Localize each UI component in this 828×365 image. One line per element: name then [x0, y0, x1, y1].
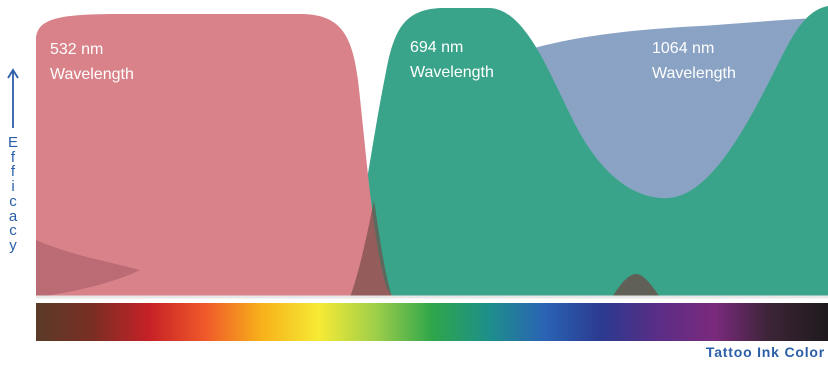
- area-532nm: [36, 14, 398, 297]
- series-694nm-label-line1: 694 nm: [410, 39, 463, 56]
- area-694nm: [346, 6, 828, 297]
- series-1064nm-label-line2: Wavelength: [652, 65, 736, 82]
- y-axis-label-letter: y: [9, 236, 17, 254]
- series-1064nm-label-line1: 1064 nm: [652, 40, 714, 57]
- x-axis-label: Tattoo Ink Color: [706, 344, 825, 360]
- y-axis-label-letter: a: [8, 207, 18, 225]
- series-694nm-area: [346, 6, 828, 297]
- series-532nm-label-line1: 532 nm: [50, 41, 103, 58]
- series-694nm-label-line2: Wavelength: [410, 64, 494, 81]
- series-532nm-label-line2: Wavelength: [50, 66, 134, 83]
- overlap-mark-2: [612, 274, 660, 297]
- y-axis-label-letter: c: [9, 222, 17, 240]
- y-axis-label-letter: i: [11, 178, 15, 196]
- y-axis-label-letter: E: [7, 134, 18, 151]
- overlap-mark-1: [350, 200, 392, 297]
- y-axis-label-letter: f: [10, 148, 16, 166]
- series-532nm-area: [36, 14, 398, 297]
- y-axis-arrow-icon: [7, 68, 19, 128]
- overlap-mark-0: [36, 240, 140, 297]
- y-axis-label-letter: c: [9, 192, 17, 210]
- overlap-shading: [36, 200, 660, 297]
- y-axis-label-letter: f: [10, 163, 16, 181]
- ink-color-spectrum-bar: [36, 303, 828, 341]
